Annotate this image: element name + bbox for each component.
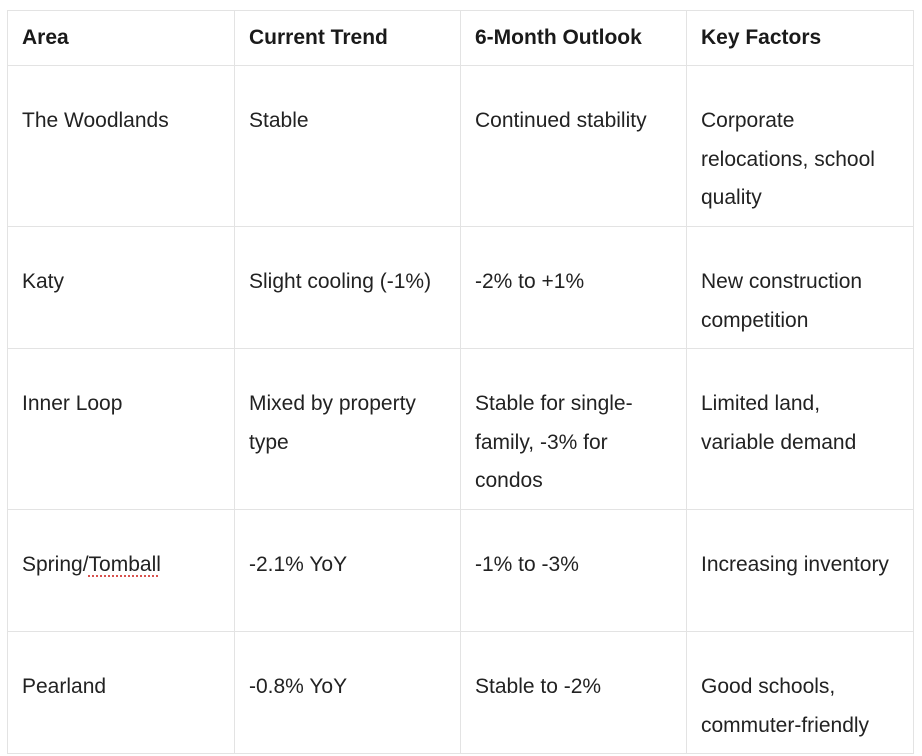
spellcheck-flagged-word[interactable]: Tomball <box>88 553 161 576</box>
table-row: Inner Loop Mixed by property type Stable… <box>7 348 914 510</box>
cell-area: Katy <box>7 226 235 349</box>
table-row: Spring/Tomball -2.1% YoY -1% to -3% Incr… <box>7 509 914 632</box>
market-outlook-table: Area Current Trend 6-Month Outlook Key F… <box>7 10 914 754</box>
cell-key-factors: Increasing inventory <box>686 509 914 632</box>
cell-key-factors: Corporate relocations, school quality <box>686 65 914 227</box>
cell-current-trend: -0.8% YoY <box>234 631 461 754</box>
cell-key-factors: Good schools, commuter-friendly <box>686 631 914 754</box>
cell-outlook: Continued stability <box>460 65 687 227</box>
cell-area: Spring/Tomball <box>7 509 235 632</box>
table-row: Pearland -0.8% YoY Stable to -2% Good sc… <box>7 631 914 754</box>
cell-current-trend: Slight cooling (-1%) <box>234 226 461 349</box>
cell-outlook: Stable to -2% <box>460 631 687 754</box>
header-key-factors: Key Factors <box>686 10 914 66</box>
header-area: Area <box>7 10 235 66</box>
cell-outlook: Stable for single-family, -3% for condos <box>460 348 687 510</box>
market-outlook-table-container: Area Current Trend 6-Month Outlook Key F… <box>7 10 914 754</box>
table-header-row: Area Current Trend 6-Month Outlook Key F… <box>7 10 914 66</box>
cell-key-factors: New construction competition <box>686 226 914 349</box>
cell-current-trend: Stable <box>234 65 461 227</box>
header-6-month-outlook: 6-Month Outlook <box>460 10 687 66</box>
header-current-trend: Current Trend <box>234 10 461 66</box>
area-text-prefix: Spring/ <box>22 553 89 576</box>
cell-area: The Woodlands <box>7 65 235 227</box>
cell-outlook: -2% to +1% <box>460 226 687 349</box>
cell-current-trend: -2.1% YoY <box>234 509 461 632</box>
table-row: Katy Slight cooling (-1%) -2% to +1% New… <box>7 226 914 349</box>
table-row: The Woodlands Stable Continued stability… <box>7 65 914 227</box>
cell-current-trend: Mixed by property type <box>234 348 461 510</box>
cell-area: Inner Loop <box>7 348 235 510</box>
cell-outlook: -1% to -3% <box>460 509 687 632</box>
cell-key-factors: Limited land, variable demand <box>686 348 914 510</box>
cell-area: Pearland <box>7 631 235 754</box>
